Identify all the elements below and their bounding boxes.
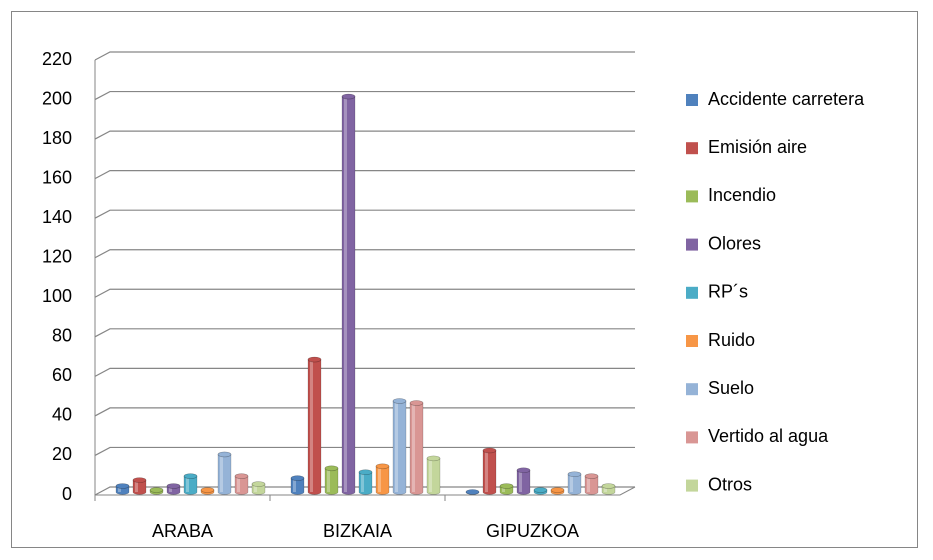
legend-swatch [686, 431, 698, 444]
legend-swatch [686, 142, 698, 155]
bar [132, 477, 147, 495]
bar [499, 483, 514, 495]
grid-line [94, 407, 635, 417]
y-tick-label: 200 [42, 88, 72, 108]
legend-label: Emisión aire [708, 137, 807, 157]
bar [324, 465, 339, 495]
grid-line [94, 486, 635, 496]
legend-label: Vertido al agua [708, 426, 829, 446]
legend-label: Accidente carretera [708, 89, 865, 109]
bar [426, 455, 441, 495]
legend-label: Ruido [708, 330, 755, 350]
bar [166, 483, 181, 495]
y-tick-label: 120 [42, 246, 72, 266]
y-tick-label: 180 [42, 128, 72, 148]
bar [550, 487, 565, 495]
bar [409, 400, 424, 495]
bar [465, 489, 480, 495]
y-tick-label: 140 [42, 207, 72, 227]
y-tick-label: 100 [42, 286, 72, 306]
bar [584, 473, 599, 495]
bar [516, 467, 531, 495]
legend-swatch [686, 286, 698, 299]
legend-label: Olores [708, 233, 761, 253]
grid-line [94, 367, 635, 377]
chart-border [11, 11, 918, 548]
legend-label: Incendio [708, 185, 776, 205]
y-tick-label: 160 [42, 167, 72, 187]
x-tick-label: ARABA [152, 521, 213, 541]
bar [290, 475, 305, 495]
y-tick-label: 20 [52, 444, 72, 464]
legend-swatch [686, 238, 698, 251]
bar [149, 487, 164, 495]
bar [567, 471, 582, 495]
bar [358, 469, 373, 495]
grid-line [94, 328, 635, 338]
legend-swatch [686, 479, 698, 492]
bar [115, 483, 130, 495]
grid-line [94, 170, 635, 180]
legend-label: Suelo [708, 378, 754, 398]
legend-swatch [686, 190, 698, 203]
bar [200, 487, 215, 495]
legend-label: RP´s [708, 282, 748, 302]
bar [217, 451, 232, 495]
y-tick-label: 60 [52, 365, 72, 385]
legend-label: Otros [708, 474, 752, 494]
y-tick-label: 80 [52, 326, 72, 346]
y-tick-label: 220 [42, 49, 72, 69]
y-tick-label: 0 [62, 484, 72, 504]
bar [601, 483, 616, 495]
grid-line [94, 288, 635, 298]
grid-line [94, 130, 635, 140]
bar [251, 481, 266, 495]
grid-line [94, 249, 635, 259]
legend-swatch [686, 383, 698, 396]
legend-swatch [686, 94, 698, 106]
grid-line [94, 51, 635, 61]
bar [341, 93, 356, 495]
bar [392, 398, 407, 495]
bar [375, 463, 390, 495]
bar [533, 487, 548, 495]
bar [482, 447, 497, 495]
bar [307, 356, 322, 495]
grid-line [94, 209, 635, 219]
x-tick-label: BIZKAIA [323, 521, 392, 541]
grid-line [94, 90, 635, 101]
bar [234, 473, 249, 495]
y-tick-label: 40 [52, 405, 72, 425]
x-tick-label: GIPUZKOA [486, 521, 579, 541]
bar [183, 473, 198, 495]
grid-line [94, 446, 635, 456]
legend-swatch [686, 335, 698, 347]
